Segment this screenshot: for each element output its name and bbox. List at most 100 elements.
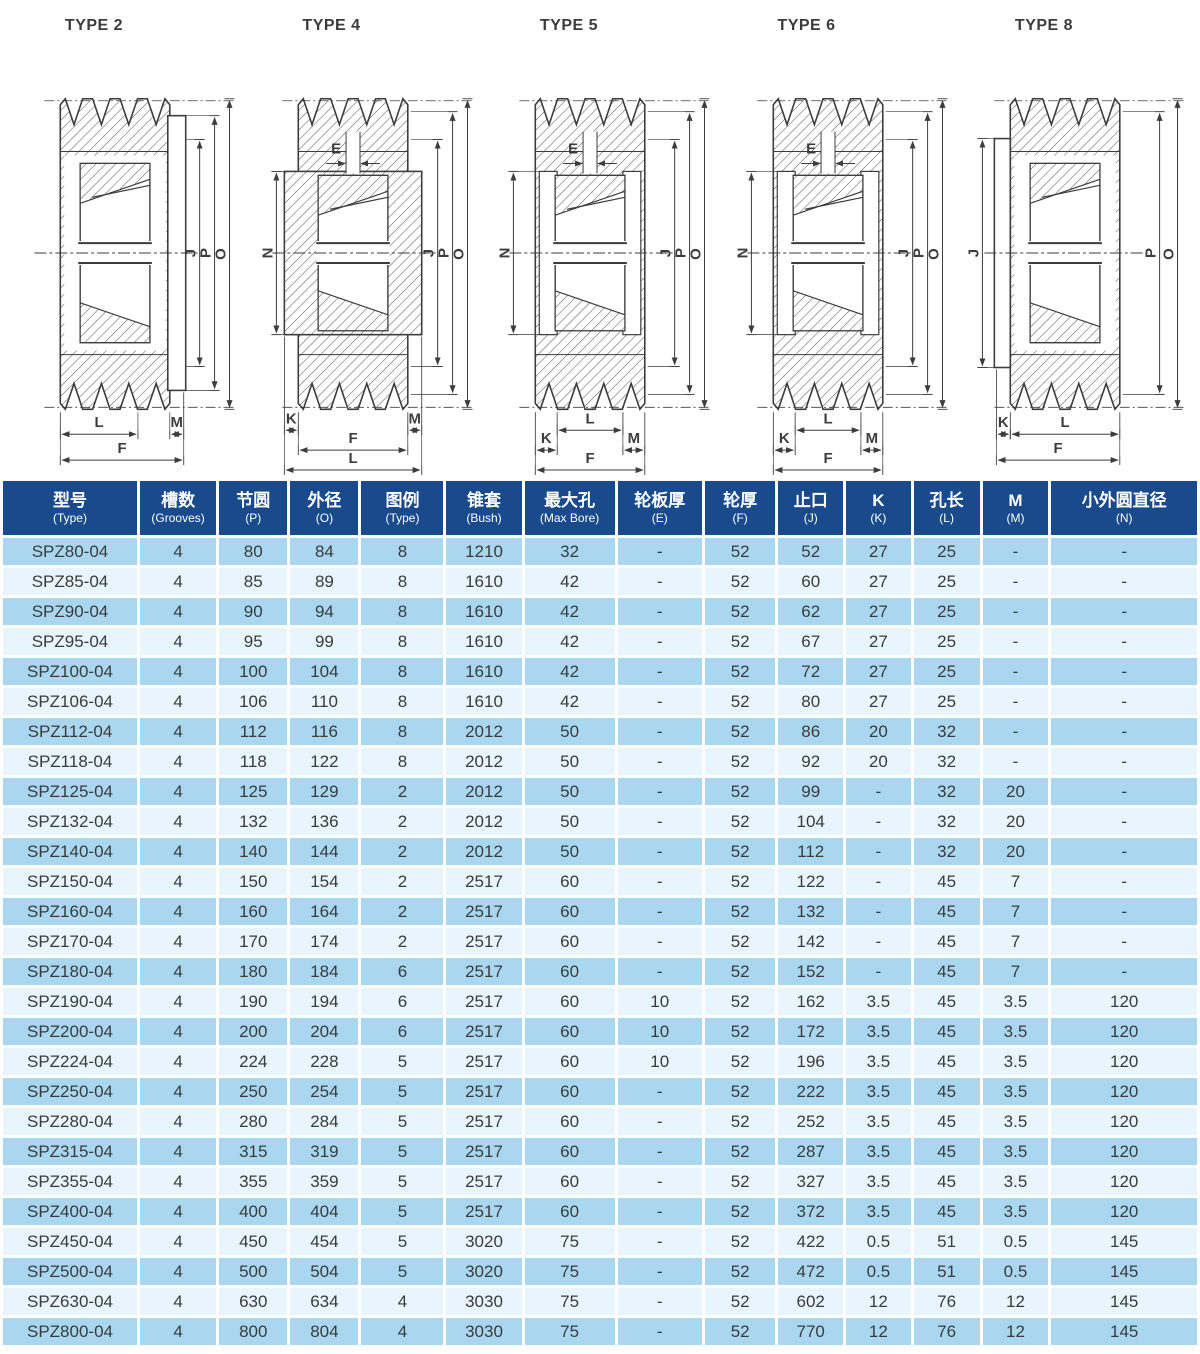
table-cell: 5 (361, 1198, 444, 1225)
table-cell: 132 (219, 808, 288, 835)
table-cell: 4 (139, 688, 217, 715)
table-cell: 122 (290, 748, 359, 775)
table-cell: 1210 (446, 538, 522, 565)
table-cell: 51 (913, 1228, 980, 1255)
table-cell: 3.5 (982, 1138, 1049, 1165)
table-cell: 52 (704, 838, 776, 865)
table-cell: 122 (778, 868, 844, 895)
table-cell: 3.5 (982, 1108, 1049, 1135)
table-row: SPZ106-04 4 106 110 8 1610 42-52 80 27 25- - (3, 688, 1197, 715)
table-row: SPZ224-04 4 224 228 5 2517 60 10 52 196 3.5 45 3.5 12… (3, 1048, 1197, 1075)
table-cell: 90 (219, 598, 288, 625)
table-row: SPZ400-04 4 400 404 5 2517 60-52 372 3.5 45 3.5 120 (3, 1198, 1197, 1225)
table-cell: SPZ112-04 (3, 718, 137, 745)
table-cell: 20 (846, 718, 911, 745)
table-cell: 190 (219, 988, 288, 1015)
svg-text:J: J (658, 249, 675, 257)
table-cell: 10 (617, 1018, 702, 1045)
table-cell: 52 (704, 748, 776, 775)
table-cell: - (846, 778, 911, 805)
table-cell: 106 (219, 688, 288, 715)
table-cell: 3.5 (982, 1018, 1049, 1045)
table-cell: 99 (778, 778, 844, 805)
svg-text:J: J (965, 249, 982, 257)
table-cell: - (1051, 538, 1197, 565)
table-cell: 4 (139, 1078, 217, 1105)
table-cell: - (1051, 628, 1197, 655)
svg-text:N: N (734, 248, 751, 259)
table-cell: 52 (704, 688, 776, 715)
table-cell: 359 (290, 1168, 359, 1195)
table-row: SPZ315-04 4 315 319 5 2517 60-52 287 3.5 45 3.5 120 (3, 1138, 1197, 1165)
table-cell: - (1051, 898, 1197, 925)
table-cell: 4 (139, 988, 217, 1015)
table-row: SPZ450-04 4 450 454 5 3020 75-52 422 0.5 51 0.5 145 (3, 1228, 1197, 1255)
table-cell: 4 (139, 658, 217, 685)
table-cell: 8 (361, 598, 444, 625)
column-header: 锥套 (Bush) (446, 481, 522, 535)
table-cell: 45 (913, 1078, 980, 1105)
table-cell: - (1051, 808, 1197, 835)
svg-text:E: E (568, 140, 578, 157)
table-cell: 132 (778, 898, 844, 925)
table-cell: 4 (139, 1258, 217, 1285)
svg-text:P: P (1143, 248, 1160, 258)
table-cell: 45 (913, 1108, 980, 1135)
table-cell: - (617, 1198, 702, 1225)
table-cell: 2517 (446, 1108, 522, 1135)
table-cell: 12 (846, 1288, 911, 1315)
table-cell: 2012 (446, 778, 522, 805)
table-cell: 145 (1051, 1288, 1197, 1315)
table-cell: 2517 (446, 1138, 522, 1165)
table-cell: 60 (524, 1138, 615, 1165)
table-cell: 4 (139, 808, 217, 835)
table-cell: 4 (139, 1228, 217, 1255)
table-cell: 2 (361, 898, 444, 925)
svg-text:O: O (450, 248, 467, 260)
svg-text:O: O (1161, 248, 1178, 260)
column-header: 轮板厚 (E) (617, 481, 702, 535)
table-cell: - (982, 598, 1049, 625)
table-cell: 60 (524, 898, 615, 925)
table-cell: 2517 (446, 1048, 522, 1075)
table-cell: SPZ125-04 (3, 778, 137, 805)
table-row: SPZ160-04 4 160 164 2 2517 60-52 132-45 7- (3, 898, 1197, 925)
table-cell: 4 (139, 598, 217, 625)
table-cell: 120 (1051, 988, 1197, 1015)
table-cell: - (1051, 688, 1197, 715)
table-row: SPZ500-04 4 500 504 5 3020 75-52 472 0.5 51 0.5 145 (3, 1258, 1197, 1285)
table-cell: 3030 (446, 1288, 522, 1315)
table-row: SPZ118-04 4 118 122 8 2012 50-52 92 20 32- - (3, 748, 1197, 775)
table-cell: 804 (290, 1318, 359, 1345)
table-cell: 25 (913, 628, 980, 655)
table-cell: 145 (1051, 1318, 1197, 1345)
table-cell: - (617, 778, 702, 805)
table-cell: 45 (913, 988, 980, 1015)
table-cell: SPZ140-04 (3, 838, 137, 865)
table-cell: SPZ170-04 (3, 928, 137, 955)
table-cell: 2517 (446, 958, 522, 985)
table-cell: 89 (290, 568, 359, 595)
table-cell: 372 (778, 1198, 844, 1225)
table-cell: - (617, 1138, 702, 1165)
table-cell: 400 (219, 1198, 288, 1225)
table-cell: 284 (290, 1108, 359, 1135)
table-cell: 52 (704, 1138, 776, 1165)
table-cell: SPZ250-04 (3, 1078, 137, 1105)
table-cell: 4 (361, 1318, 444, 1345)
table-cell: 170 (219, 928, 288, 955)
table-cell: - (846, 898, 911, 925)
table-cell: SPZ400-04 (3, 1198, 137, 1225)
table-cell: - (617, 568, 702, 595)
table-row: SPZ85-04 4 85 89 8 1610 42-52 60 27 25- - (3, 568, 1197, 595)
table-cell: SPZ800-04 (3, 1318, 137, 1345)
table-cell: 4 (139, 898, 217, 925)
table-cell: 27 (846, 598, 911, 625)
table-cell: 32 (913, 808, 980, 835)
table-cell: 52 (704, 1228, 776, 1255)
table-cell: 4 (139, 628, 217, 655)
table-cell: 7 (982, 958, 1049, 985)
table-cell: 6 (361, 1018, 444, 1045)
